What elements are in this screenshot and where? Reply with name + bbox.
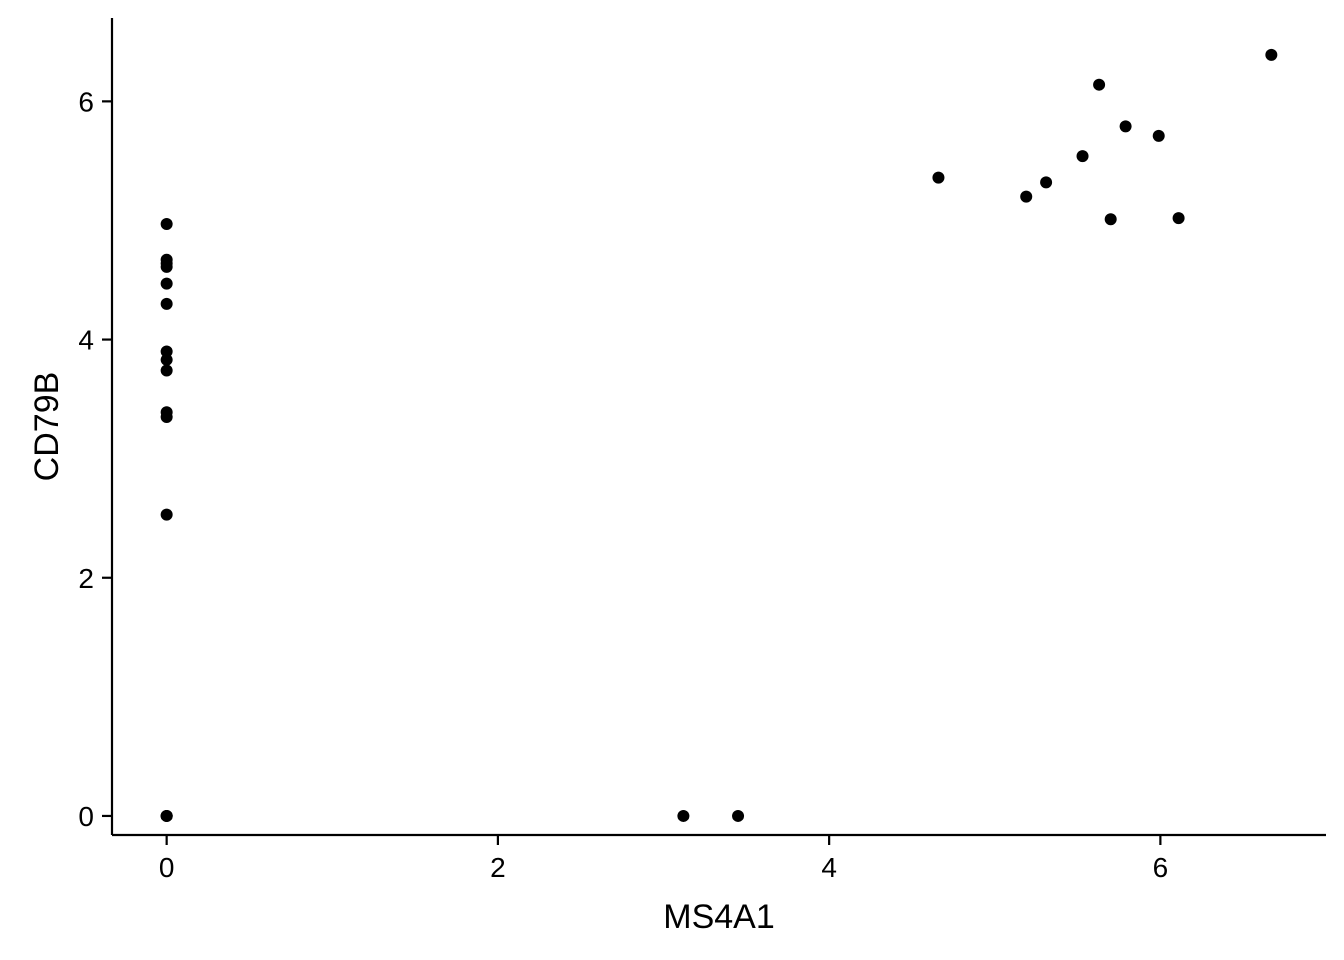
data-point xyxy=(160,508,173,521)
data-point xyxy=(160,218,173,231)
y-tick-label: 0 xyxy=(78,801,94,832)
x-axis-title: MS4A1 xyxy=(663,898,775,936)
data-point xyxy=(1093,78,1106,91)
data-point xyxy=(1020,190,1033,203)
data-point xyxy=(1040,176,1053,189)
data-point xyxy=(1265,48,1278,61)
data-point xyxy=(160,297,173,310)
data-point xyxy=(732,809,745,822)
data-point xyxy=(677,809,690,822)
data-point xyxy=(160,364,173,377)
x-tick-label: 4 xyxy=(821,852,837,883)
x-tick-label: 0 xyxy=(159,852,175,883)
y-tick-label: 4 xyxy=(78,325,94,356)
axis-ticks: 0 2 4 6 0 2 4 6 xyxy=(78,86,1168,883)
x-tick-label: 2 xyxy=(490,852,506,883)
x-tick-label: 6 xyxy=(1153,852,1169,883)
data-point xyxy=(160,260,173,273)
data-points xyxy=(160,48,1278,822)
data-point xyxy=(160,809,173,822)
data-point xyxy=(1152,129,1165,142)
data-point xyxy=(160,410,173,423)
data-point xyxy=(1104,213,1117,226)
data-point xyxy=(932,171,945,184)
data-point xyxy=(1119,120,1132,133)
data-point xyxy=(160,353,173,366)
data-point xyxy=(1172,212,1185,225)
data-point xyxy=(160,277,173,290)
axes xyxy=(110,18,1326,837)
y-tick-label: 2 xyxy=(78,563,94,594)
data-point xyxy=(160,345,173,358)
y-tick-label: 6 xyxy=(78,86,94,117)
y-axis-title: CD79B xyxy=(28,372,66,482)
data-point xyxy=(1076,150,1089,163)
